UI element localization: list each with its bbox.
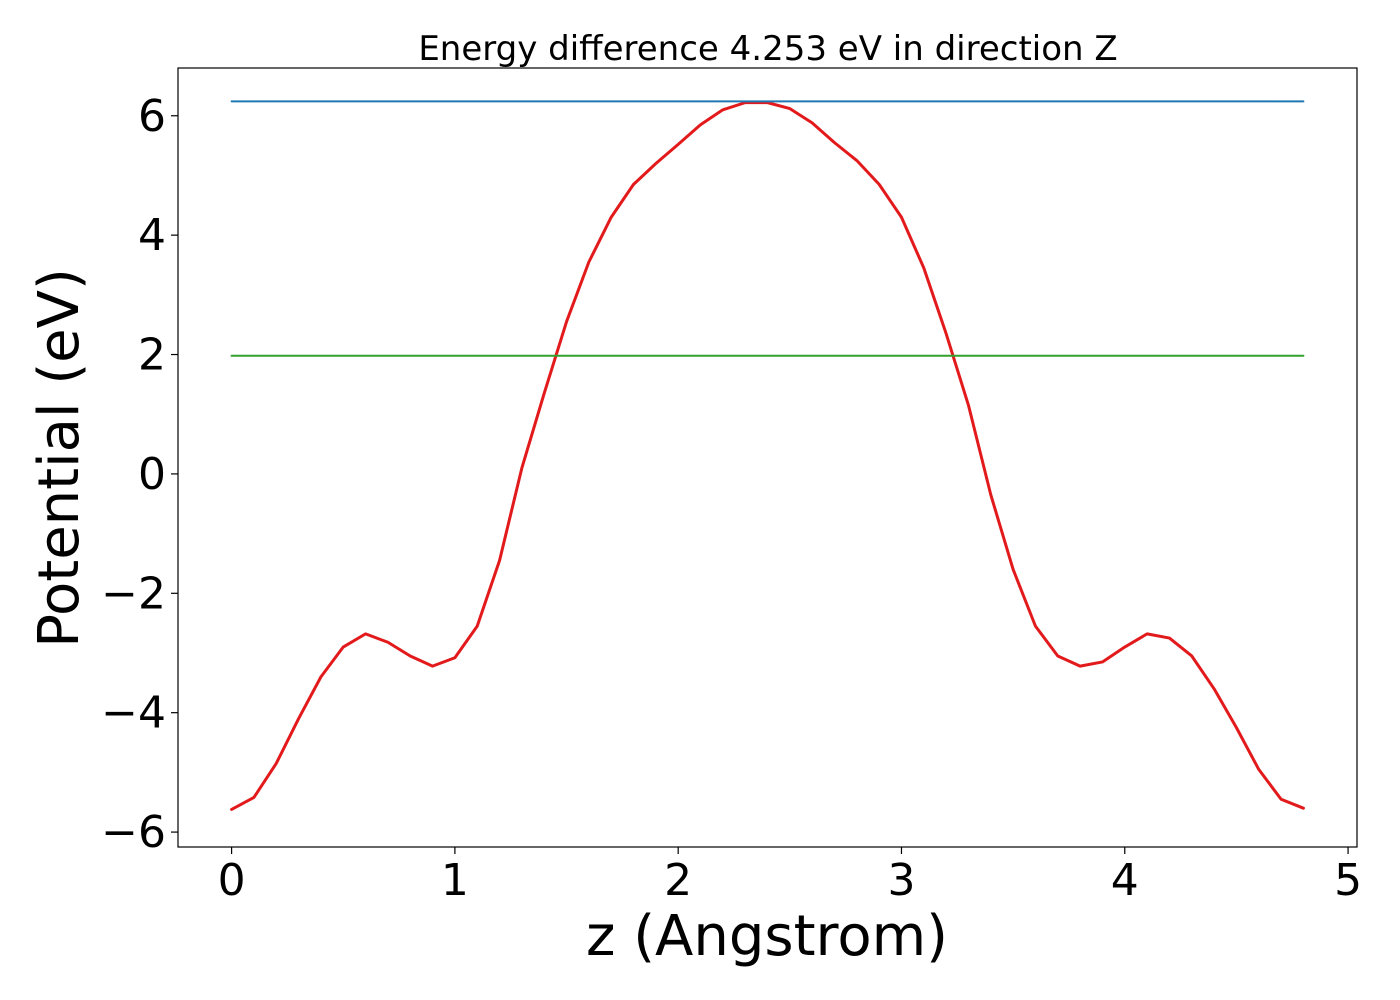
x-tick-label-1: 1	[441, 855, 469, 906]
x-tick-label-0: 0	[218, 855, 246, 906]
y-tick-label-3: 0	[138, 449, 166, 500]
y-tick-label-6: 6	[138, 91, 166, 142]
y-axis-label: Potential (eV)	[27, 268, 92, 648]
y-tick-label-1: −4	[101, 688, 166, 739]
x-tick-label-3: 3	[887, 855, 915, 906]
x-axis-label: z (Angstrom)	[586, 904, 948, 969]
y-tick-label-4: 2	[138, 330, 166, 381]
x-tick-label-5: 5	[1334, 855, 1362, 906]
x-tick-label-2: 2	[664, 855, 692, 906]
plot-area: 0 1 2 3 4 5 −6 −4 −2 0 2 4 6	[101, 67, 1362, 906]
plot-frame	[177, 67, 1358, 848]
series-line-0	[230, 101, 1305, 811]
chart-title: Energy difference 4.253 eV in direction …	[418, 29, 1117, 69]
x-tick-label-4: 4	[1111, 855, 1139, 906]
y-tick-label-5: 4	[138, 210, 166, 261]
plot-background	[178, 68, 1357, 847]
y-tick-label-0: −6	[101, 807, 166, 858]
y-tick-label-2: −2	[101, 568, 166, 619]
